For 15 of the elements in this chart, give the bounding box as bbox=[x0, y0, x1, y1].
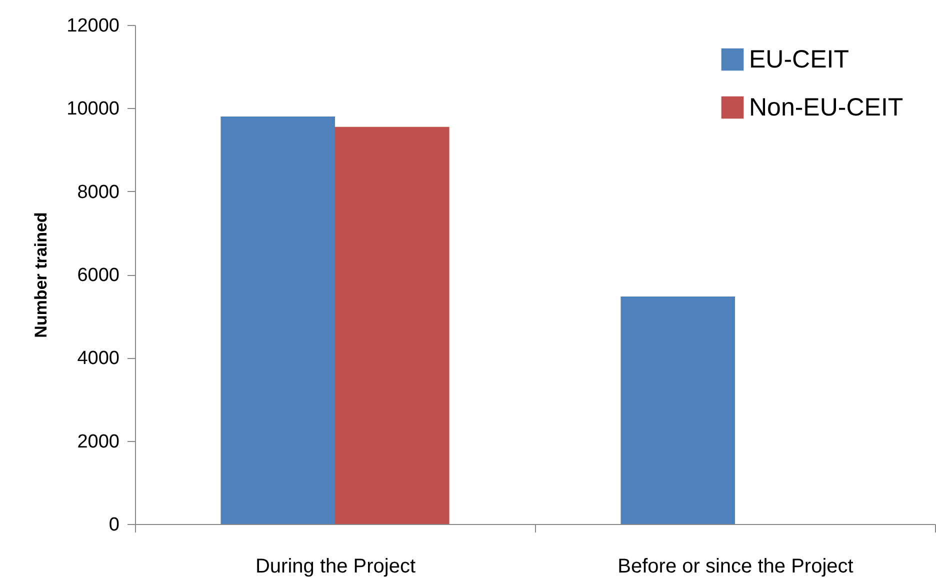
x-tick-label: During the Project bbox=[255, 556, 416, 578]
y-tick-label: 2000 bbox=[77, 431, 120, 452]
bar bbox=[220, 116, 335, 524]
y-tick-label: 4000 bbox=[77, 348, 120, 370]
legend-label: EU-CEIT bbox=[749, 46, 849, 74]
x-tick-label: Before or since the Project bbox=[618, 556, 854, 578]
y-tick-label: 6000 bbox=[77, 265, 120, 286]
y-tick-label: 12000 bbox=[66, 16, 120, 36]
bar bbox=[620, 296, 735, 524]
y-tick-label: 8000 bbox=[77, 182, 120, 203]
y-tick-label: 10000 bbox=[66, 98, 120, 120]
y-tick-label: 0 bbox=[108, 514, 120, 536]
bar bbox=[335, 126, 450, 524]
legend-label: Non-EU-CEIT bbox=[749, 94, 904, 122]
y-axis-title: Number trained bbox=[32, 212, 51, 338]
